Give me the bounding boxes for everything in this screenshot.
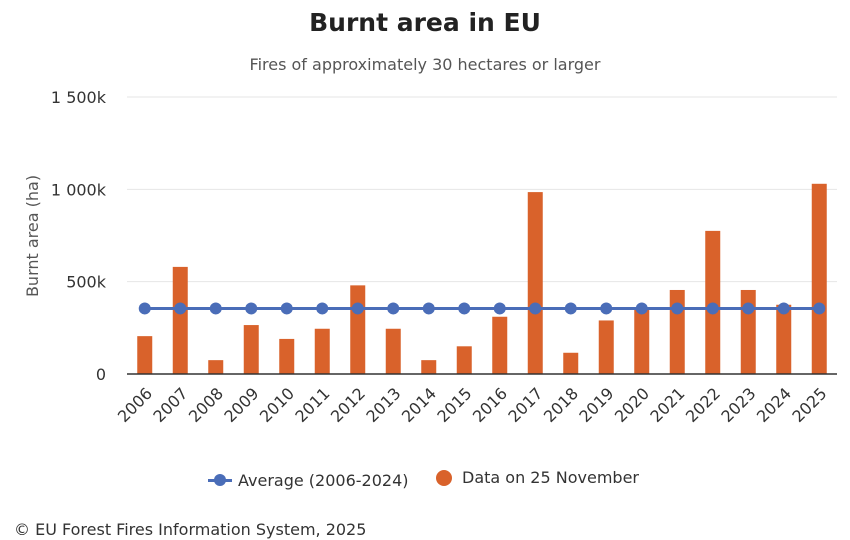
average-point-2017[interactable]: [529, 302, 542, 315]
bar-2020[interactable]: [634, 309, 650, 374]
legend: Average (2006-2024) Data on 25 November: [0, 468, 850, 492]
y-axis-ticks: 0 500k 1 000k 1 500k: [51, 88, 107, 384]
bar-2016[interactable]: [492, 316, 508, 374]
x-tick-label: 2008: [185, 384, 227, 426]
bar-2010[interactable]: [279, 338, 295, 374]
bar-2019[interactable]: [598, 320, 614, 374]
bar-2017[interactable]: [527, 192, 543, 374]
x-axis-ticks: 2006200720082009201020112012201320142015…: [114, 384, 831, 426]
legend-item-average[interactable]: Average (2006-2024): [208, 468, 408, 492]
average-point-2010[interactable]: [280, 302, 293, 315]
average-point-2024[interactable]: [777, 302, 790, 315]
legend-item-bars[interactable]: Data on 25 November: [436, 468, 639, 487]
x-tick-label: 2006: [114, 384, 156, 426]
bar-2012[interactable]: [350, 285, 366, 374]
average-point-2014[interactable]: [422, 302, 435, 315]
average-point-2016[interactable]: [493, 302, 506, 315]
average-series: [138, 302, 826, 315]
average-point-2022[interactable]: [706, 302, 719, 315]
legend-line-marker-icon: [208, 468, 232, 492]
average-point-2021[interactable]: [671, 302, 684, 315]
bar-2014[interactable]: [421, 360, 437, 374]
copyright-footer: © EU Forest Fires Information System, 20…: [14, 520, 367, 539]
bar-2022[interactable]: [705, 230, 721, 374]
x-tick-label: 2009: [220, 384, 262, 426]
x-tick-label: 2023: [717, 384, 759, 426]
average-point-2020[interactable]: [635, 302, 648, 315]
x-tick-label: 2019: [575, 384, 617, 426]
x-tick-label: 2025: [788, 384, 830, 426]
average-point-2006[interactable]: [138, 302, 151, 315]
x-tick-label: 2011: [291, 384, 333, 426]
x-tick-label: 2013: [362, 384, 404, 426]
bar-2006[interactable]: [137, 336, 153, 374]
y-tick-label: 500k: [66, 273, 107, 292]
average-point-2007[interactable]: [174, 302, 187, 315]
bar-2009[interactable]: [243, 325, 259, 374]
x-tick-label: 2014: [398, 384, 440, 426]
legend-label-average: Average (2006-2024): [238, 470, 409, 490]
x-tick-label: 2007: [149, 384, 191, 426]
average-point-2023[interactable]: [742, 302, 755, 315]
average-point-2012[interactable]: [351, 302, 364, 315]
chart-title: Burnt area in EU: [309, 8, 541, 37]
bar-2007[interactable]: [172, 266, 188, 374]
y-tick-label: 1 500k: [51, 88, 107, 107]
average-point-2009[interactable]: [245, 302, 258, 315]
x-tick-label: 2020: [611, 384, 653, 426]
bar-2024[interactable]: [776, 304, 792, 374]
x-tick-label: 2021: [646, 384, 688, 426]
x-tick-label: 2024: [753, 384, 795, 426]
x-tick-label: 2022: [682, 384, 724, 426]
x-tick-label: 2017: [504, 384, 546, 426]
y-axis-label: Burnt area (ha): [23, 175, 42, 297]
y-tick-label: 1 000k: [51, 180, 107, 199]
x-tick-label: 2016: [469, 384, 511, 426]
x-tick-label: 2012: [327, 384, 369, 426]
bar-series: [137, 183, 827, 374]
bar-2025[interactable]: [811, 183, 827, 374]
average-point-2025[interactable]: [813, 302, 826, 315]
legend-dot-marker-icon: [436, 469, 452, 486]
average-point-2011[interactable]: [316, 302, 329, 315]
bar-2018[interactable]: [563, 352, 579, 374]
average-point-2015[interactable]: [458, 302, 471, 315]
chart-subtitle: Fires of approximately 30 hectares or la…: [249, 55, 601, 74]
average-point-2008[interactable]: [209, 302, 222, 315]
y-tick-label: 0: [96, 365, 106, 384]
legend-label-bars: Data on 25 November: [462, 468, 639, 487]
bar-2011[interactable]: [314, 328, 330, 374]
average-point-2019[interactable]: [600, 302, 613, 315]
x-tick-label: 2010: [256, 384, 298, 426]
gridlines: [127, 96, 837, 283]
average-point-2013[interactable]: [387, 302, 400, 315]
bar-2015[interactable]: [456, 346, 472, 374]
x-tick-label: 2015: [433, 384, 475, 426]
bar-2013[interactable]: [385, 328, 401, 374]
average-point-2018[interactable]: [564, 302, 577, 315]
x-tick-label: 2018: [540, 384, 582, 426]
bar-2008[interactable]: [208, 360, 224, 374]
